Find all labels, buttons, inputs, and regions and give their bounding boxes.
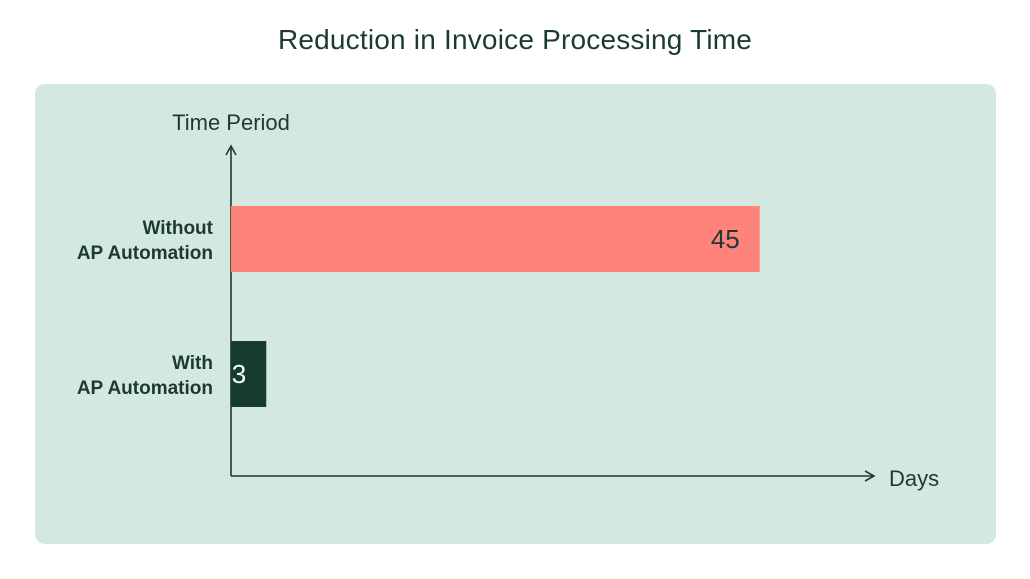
bars-group: 45 Without AP Automation 3 With AP Automation: [77, 206, 760, 407]
y-axis-title: Time Period: [172, 110, 290, 135]
bar-value-label-0: 45: [711, 224, 740, 254]
category-label-0-line-0: Without: [142, 218, 213, 239]
category-label-1-line-1: AP Automation: [77, 378, 213, 399]
chart-title: Reduction in Invoice Processing Time: [277, 24, 753, 55]
category-label-0-line-1: AP Automation: [77, 243, 213, 264]
bar-0: [231, 206, 760, 272]
x-axis-title: Days: [889, 466, 939, 491]
bar-1: [231, 341, 267, 407]
chart-panel: [35, 84, 996, 544]
bar-value-label-1: 3: [232, 359, 246, 389]
category-label-1-line-0: With: [172, 353, 213, 374]
